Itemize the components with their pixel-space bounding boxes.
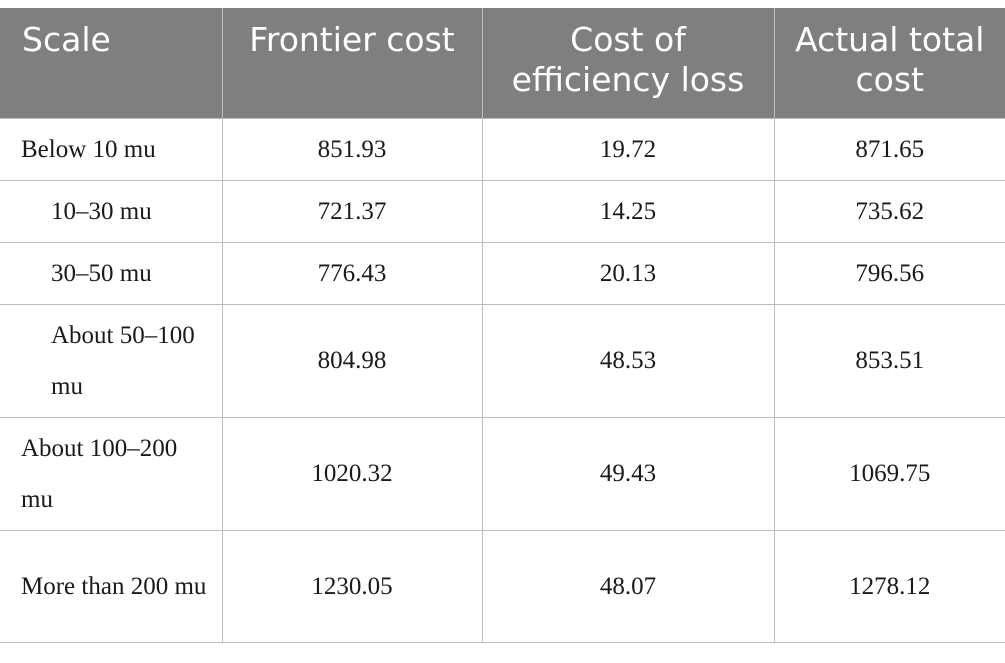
actual-total-cost-cell: 1069.75 bbox=[773, 416, 1005, 531]
frontier-cost-cell: 1020.32 bbox=[221, 416, 483, 531]
scale-cell: Below 10 mu bbox=[0, 117, 223, 181]
actual-total-cost-cell: 1278.12 bbox=[773, 529, 1005, 643]
header-scale: Scale bbox=[0, 8, 222, 118]
actual-total-cost-cell: 796.56 bbox=[773, 241, 1005, 305]
table-row: Below 10 mu 851.93 19.72 871.65 bbox=[0, 117, 1005, 181]
header-row: Scale Frontier cost Cost of efficiency l… bbox=[0, 8, 1005, 118]
frontier-cost-cell: 721.37 bbox=[221, 179, 483, 243]
frontier-cost-cell: 776.43 bbox=[221, 241, 483, 305]
efficiency-loss-cell: 20.13 bbox=[481, 241, 775, 305]
scale-cell: About 100–200 mu bbox=[0, 416, 223, 531]
header-cost-of-efficiency-loss: Cost of efficiency loss bbox=[481, 8, 774, 118]
scale-cell: 10–30 mu bbox=[0, 179, 223, 243]
table-row: 30–50 mu 776.43 20.13 796.56 bbox=[0, 241, 1005, 305]
table-row: About 100–200 mu 1020.32 49.43 1069.75 bbox=[0, 416, 1005, 531]
efficiency-loss-cell: 49.43 bbox=[481, 416, 775, 531]
efficiency-loss-cell: 48.53 bbox=[481, 303, 775, 418]
cost-table: Scale Frontier cost Cost of efficiency l… bbox=[0, 8, 1005, 643]
frontier-cost-cell: 804.98 bbox=[221, 303, 483, 418]
table-row: More than 200 mu 1230.05 48.07 1278.12 bbox=[0, 529, 1005, 643]
actual-total-cost-cell: 871.65 bbox=[773, 117, 1005, 181]
frontier-cost-cell: 851.93 bbox=[221, 117, 483, 181]
scale-cell: About 50–100 mu bbox=[0, 303, 223, 418]
table-row: 10–30 mu 721.37 14.25 735.62 bbox=[0, 179, 1005, 243]
table-row: About 50–100 mu 804.98 48.53 853.51 bbox=[0, 303, 1005, 418]
actual-total-cost-cell: 735.62 bbox=[773, 179, 1005, 243]
efficiency-loss-cell: 19.72 bbox=[481, 117, 775, 181]
header-actual-total-cost: Actual total cost bbox=[773, 8, 1005, 118]
efficiency-loss-cell: 14.25 bbox=[481, 179, 775, 243]
efficiency-loss-cell: 48.07 bbox=[481, 529, 775, 643]
header-frontier-cost: Frontier cost bbox=[221, 8, 482, 118]
frontier-cost-cell: 1230.05 bbox=[221, 529, 483, 643]
table-body: Below 10 mu 851.93 19.72 871.65 10–30 mu… bbox=[0, 117, 1005, 643]
actual-total-cost-cell: 853.51 bbox=[773, 303, 1005, 418]
table-header: Scale Frontier cost Cost of efficiency l… bbox=[0, 8, 1005, 118]
scale-cell: 30–50 mu bbox=[0, 241, 223, 305]
scale-cell: More than 200 mu bbox=[0, 529, 223, 643]
